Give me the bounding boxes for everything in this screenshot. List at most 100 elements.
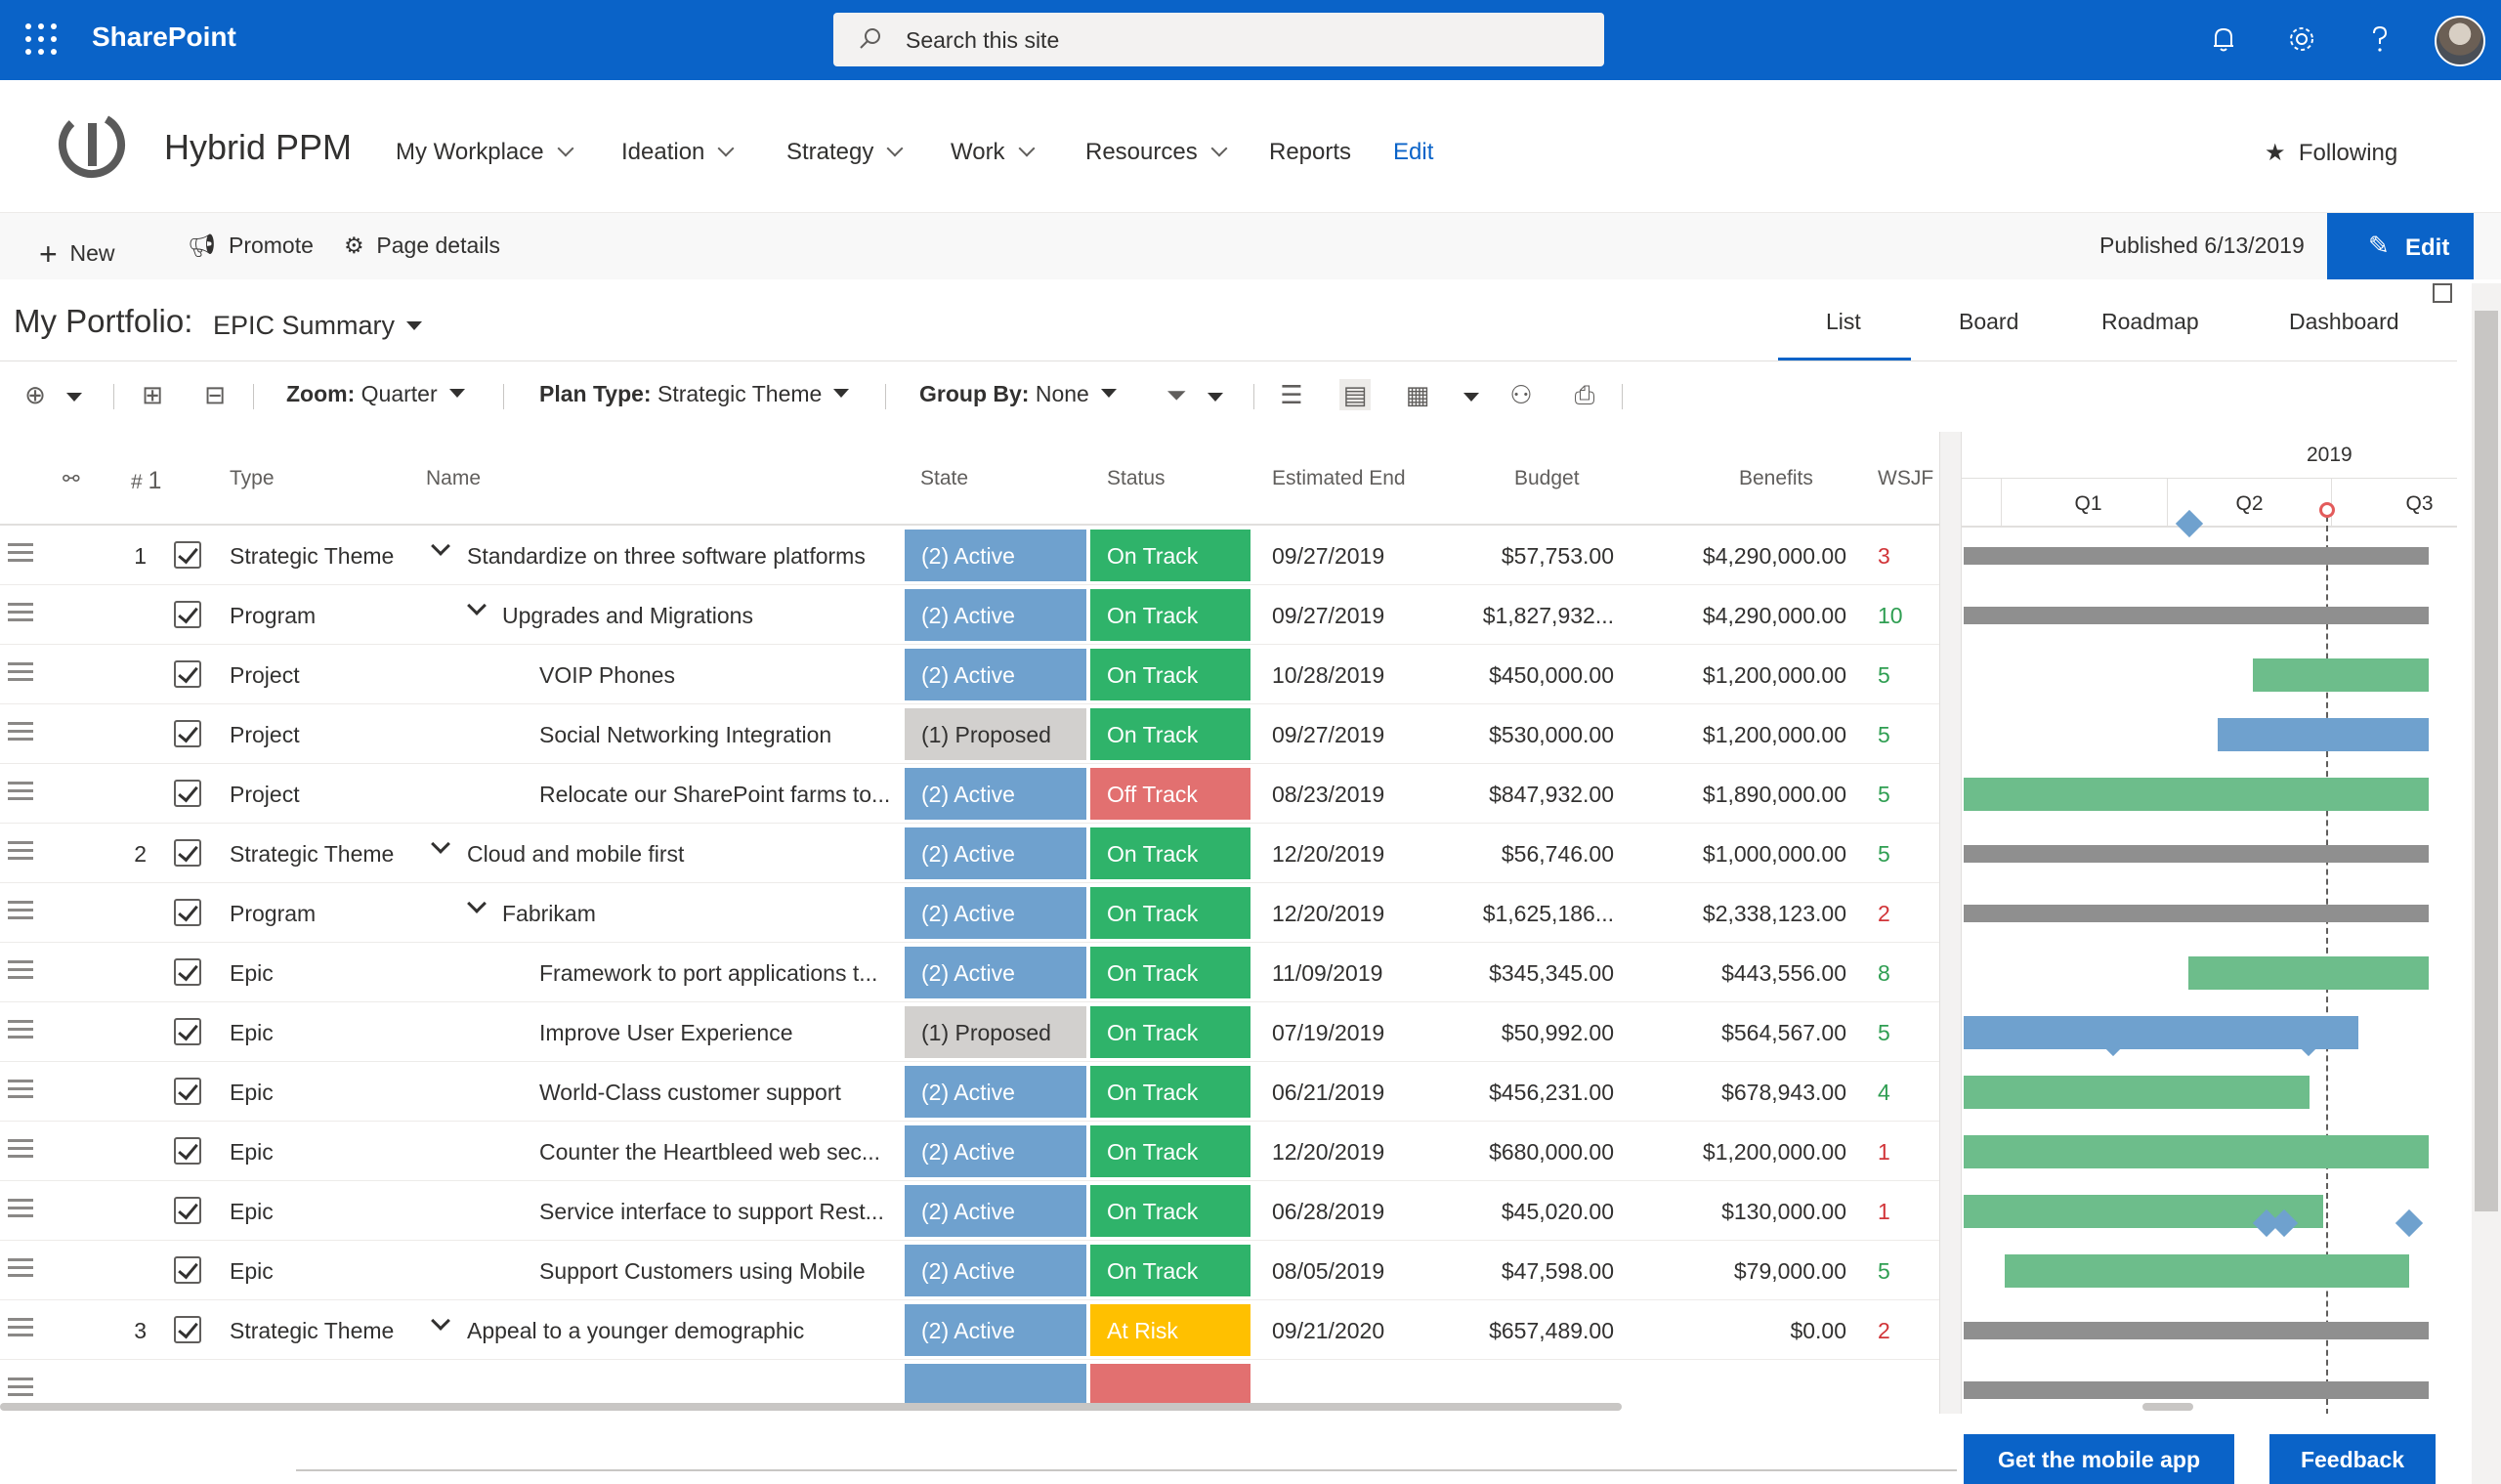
nav-strategy[interactable]: Strategy [786,139,904,166]
grid-horizontal-scrollbar[interactable] [0,1403,1622,1411]
row-name-link[interactable]: Framework to port applications t... [539,960,878,986]
grid-gantt-splitter[interactable] [1939,432,1962,1414]
caret-down-icon[interactable] [1463,393,1479,402]
promote-button[interactable]: 📢︎ Promote [188,233,314,258]
col-benefits[interactable]: Benefits [1739,467,1813,489]
row-name-link[interactable]: VOIP Phones [539,662,675,688]
table-row[interactable]: Epic World-Class customer support (2) Acti… [0,1062,1939,1122]
tab-roadmap[interactable]: Roadmap [2101,309,2199,334]
collapse-all-icon[interactable]: ⊟ [204,380,226,409]
collapse-chevron-icon[interactable] [467,596,487,615]
col-state[interactable]: State [920,467,969,489]
row-name-link[interactable]: Service interface to support Rest... [539,1199,884,1224]
table-row[interactable]: 2 Strategic Theme Cloud and mobile first (2… [0,824,1939,883]
row-checkbox[interactable] [174,1197,201,1224]
drag-handle-icon[interactable] [8,960,33,963]
drag-handle-icon[interactable] [8,1318,33,1321]
table-row[interactable]: Epic Support Customers using Mobile (2) Ac… [0,1241,1939,1300]
milestone-diamond-icon[interactable] [2395,1208,2424,1238]
tab-list[interactable]: List [1826,309,1861,334]
gantt-bar[interactable] [2218,717,2429,751]
row-name-link[interactable]: Support Customers using Mobile [539,1258,866,1284]
row-name-link[interactable]: Cloud and mobile first [467,841,685,867]
scrollbar-thumb[interactable] [2475,311,2498,1211]
app-launcher-icon[interactable] [25,23,57,55]
plan-type-dropdown[interactable]: Plan Type: Strategic Theme [539,381,850,407]
export-icon[interactable]: ⎙ [1574,380,1595,409]
gantt-bar[interactable] [2253,657,2429,692]
table-row[interactable]: Epic Improve User Experience (1) Proposed O… [0,1002,1939,1062]
nav-edit-link[interactable]: Edit [1393,139,1434,165]
col-name[interactable]: Name [426,467,482,489]
gantt-bar[interactable] [1964,1075,2310,1109]
drag-handle-icon[interactable] [8,1020,33,1023]
gantt-horizontal-scrollbar[interactable] [2142,1403,2193,1411]
gantt-bar[interactable] [1964,844,2429,863]
drag-handle-icon[interactable] [8,901,33,904]
table-row[interactable]: Project Social Networking Integration (1) … [0,704,1939,764]
list-view-icon[interactable]: ☰ [1280,380,1303,409]
notification-bell-icon[interactable] [2206,21,2241,57]
add-item-icon[interactable]: ⊕ [24,380,46,409]
table-row[interactable]: Epic Counter the Heartbleed web sec... (2)… [0,1122,1939,1181]
resource-icon[interactable]: ⚇ [1509,380,1533,409]
row-checkbox[interactable] [174,1137,201,1165]
table-row[interactable]: Program Fabrikam (2) Active On Track 12/20/2… [0,883,1939,943]
drag-handle-icon[interactable] [8,841,33,844]
column-chooser-icon[interactable]: ▦ [1405,380,1430,409]
caret-down-icon[interactable] [66,393,82,402]
gantt-bar[interactable] [1964,546,2429,565]
row-checkbox[interactable] [174,720,201,747]
row-name-link[interactable]: Upgrades and Migrations [502,603,753,628]
new-button[interactable]: + New [39,236,115,272]
view-selector[interactable]: EPIC Summary [213,311,423,341]
drag-handle-icon[interactable] [8,1258,33,1261]
brand-link[interactable]: SharePoint [92,21,236,52]
gantt-view-icon[interactable]: ▤ [1339,379,1371,410]
gantt-bar[interactable] [2005,1253,2409,1288]
drag-handle-icon[interactable] [8,782,33,784]
nav-my-workplace[interactable]: My Workplace [396,139,574,166]
table-row[interactable]: Program Upgrades and Migrations (2) Active… [0,585,1939,645]
drag-handle-icon[interactable] [8,1139,33,1142]
col-budget[interactable]: Budget [1514,467,1580,489]
user-avatar[interactable] [2435,16,2485,66]
gantt-bar[interactable] [1964,1134,2429,1168]
search-box[interactable]: Search this site [833,13,1604,66]
nav-resources[interactable]: Resources [1085,139,1228,166]
tab-board[interactable]: Board [1959,309,2019,334]
row-checkbox[interactable] [174,958,201,986]
row-checkbox[interactable] [174,1078,201,1105]
page-details-button[interactable]: ⚙ Page details [344,233,500,258]
row-name-link[interactable]: Relocate our SharePoint farms to... [539,782,891,807]
gantt-bar[interactable] [2188,955,2429,990]
collapse-chevron-icon[interactable] [431,1311,450,1331]
hierarchy-icon[interactable]: ⚯ [63,468,80,490]
drag-handle-icon[interactable] [8,543,33,546]
nav-reports[interactable]: Reports [1269,139,1352,165]
col-type[interactable]: Type [230,467,275,489]
col-status[interactable]: Status [1107,467,1166,489]
settings-gear-icon[interactable] [2284,21,2319,57]
gantt-bar[interactable] [1964,1321,2429,1339]
table-row[interactable]: Epic Framework to port applications t... (… [0,943,1939,1002]
nav-ideation[interactable]: Ideation [621,139,735,166]
gantt-bar[interactable] [1964,1015,2358,1049]
feedback-button[interactable]: Feedback [2269,1434,2436,1484]
table-row[interactable]: 1 Strategic Theme Standardize on three sof… [0,526,1939,585]
nav-work[interactable]: Work [951,139,1036,166]
col-num[interactable]: # 1 [131,467,162,494]
group-by-dropdown[interactable]: Group By: None [919,381,1117,407]
col-estimated-end[interactable]: Estimated End [1272,467,1406,489]
drag-handle-icon[interactable] [8,722,33,725]
get-mobile-app-button[interactable]: Get the mobile app [1964,1434,2234,1484]
tab-dashboard[interactable]: Dashboard [2289,309,2399,334]
row-checkbox[interactable] [174,780,201,807]
following-button[interactable]: ★ Following [2265,140,2398,166]
site-title[interactable]: Hybrid PPM [164,127,353,167]
row-checkbox[interactable] [174,1256,201,1284]
edit-page-button[interactable]: ✎ Edit [2327,213,2474,279]
gantt-bar[interactable] [1964,904,2429,922]
drag-handle-icon[interactable] [8,1199,33,1202]
table-row[interactable]: Project VOIP Phones (2) Active On Track 10/2… [0,645,1939,704]
